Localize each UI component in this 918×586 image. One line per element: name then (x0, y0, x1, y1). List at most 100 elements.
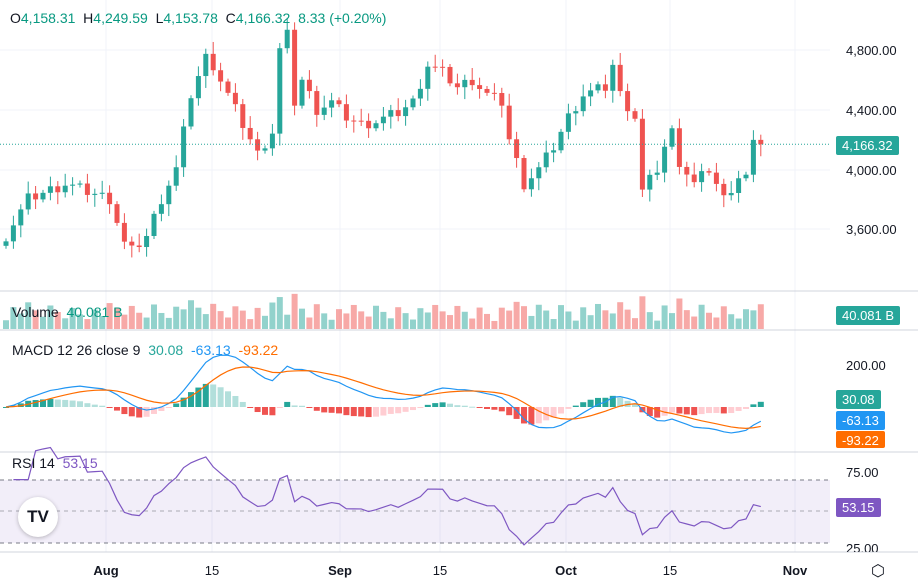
candle-body (225, 81, 231, 93)
candle-body (447, 66, 453, 84)
candle-body (610, 64, 616, 91)
candle-body (218, 70, 224, 82)
price-tick: 4,800.00 (846, 43, 897, 58)
macd-histogram-bar (32, 400, 39, 407)
volume-bar (572, 320, 579, 329)
macd-histogram-bar (669, 407, 675, 413)
macd-histogram-bar (550, 407, 557, 418)
volume-bar (165, 317, 172, 329)
volume-bar (210, 303, 217, 329)
macd-histogram-bar (77, 401, 83, 407)
macd-histogram-bar (373, 407, 379, 417)
macd-histogram-bar (491, 407, 498, 410)
price-tick: 4,000.00 (846, 163, 897, 178)
candle-body (551, 150, 557, 153)
open-label: O (10, 10, 21, 26)
macd-histogram-bar (165, 407, 172, 408)
candle-body (432, 66, 438, 68)
volume-bar (40, 316, 46, 329)
candle-body (188, 98, 194, 127)
volume-bar (84, 319, 91, 329)
volume-bar (669, 313, 675, 329)
volume-bar (395, 307, 402, 329)
rsi-legend: RSI 14 53.15 (12, 455, 98, 471)
macd-histogram-bar (706, 407, 712, 414)
volume-bar (262, 315, 268, 329)
candle-body (728, 192, 734, 196)
volume-bar (646, 312, 653, 329)
candle-body (62, 185, 68, 193)
candle-body (166, 185, 172, 205)
macd-histogram-bar (535, 407, 542, 424)
volume-bar (543, 310, 550, 329)
candle-body (750, 139, 756, 175)
macd-histogram-bar (454, 405, 461, 407)
volume-bar (217, 311, 224, 329)
candle-body (114, 204, 120, 223)
macd-histogram-bar (128, 407, 135, 417)
macd-histogram-bar (225, 391, 231, 407)
candle-body (262, 148, 268, 151)
macd-histogram-bar (247, 407, 254, 408)
volume-bar (447, 315, 453, 329)
volume-bar (454, 305, 461, 329)
volume-bar (54, 312, 61, 329)
candle-body (462, 79, 468, 88)
macd-histogram-bar (587, 399, 594, 407)
rsi-tick: 75.00 (846, 465, 879, 480)
volume-bar (698, 304, 705, 329)
macd-histogram-bar (572, 405, 579, 407)
volume-bar (743, 309, 749, 329)
candle-body (602, 84, 608, 91)
macd-histogram-bar (461, 405, 468, 407)
volume-bar (247, 319, 254, 329)
macd-histogram-bar (328, 407, 335, 413)
candle-body (314, 91, 320, 115)
volume-bar (77, 314, 83, 329)
settings-icon[interactable]: ⬡ (871, 563, 885, 580)
rsi-line (13, 446, 761, 546)
macd-histogram-bar (284, 401, 291, 407)
candle-body (210, 53, 216, 71)
volume-bar (69, 308, 76, 329)
volume-legend: Volume 40.081 B (12, 304, 123, 320)
volume-bar (306, 317, 313, 329)
rsi-value: 53.15 (62, 455, 98, 471)
macd-histogram-bar (350, 407, 357, 417)
price-tick: 3,600.00 (846, 222, 897, 237)
volume-label: Volume (12, 304, 59, 320)
macd-histogram-bar (506, 407, 513, 416)
macd-histogram-bar (543, 407, 550, 421)
macd-histogram-bar (47, 398, 54, 407)
candle-body (380, 116, 386, 124)
volume-bar (284, 314, 291, 329)
volume-bar (757, 304, 764, 329)
macd-histogram-bar (180, 397, 187, 407)
volume-bar (595, 303, 601, 329)
macd-histogram-bar (447, 403, 453, 407)
macd-histogram-bar (336, 407, 342, 414)
candle-body (269, 133, 275, 149)
candle-body (55, 186, 61, 193)
candle-body (292, 29, 298, 106)
macd-histogram-bar (661, 407, 668, 416)
candle-body (329, 100, 335, 108)
candle-body (743, 174, 749, 179)
tradingview-logo[interactable]: TV (18, 497, 58, 537)
macd-histogram-bar (195, 387, 202, 407)
candle-body (662, 146, 668, 173)
candle-body (713, 172, 719, 184)
macd-signal-value: -93.22 (238, 342, 279, 358)
volume-bar (173, 306, 180, 329)
volume-bar (402, 313, 409, 329)
volume-bar (106, 303, 113, 329)
volume-bar (180, 309, 187, 329)
low-label: L (155, 10, 164, 26)
volume-bar (254, 307, 261, 329)
candle-body (565, 113, 571, 132)
candle-body (70, 184, 76, 186)
volume-bar (424, 312, 431, 329)
macd-histogram-bar (121, 407, 128, 415)
